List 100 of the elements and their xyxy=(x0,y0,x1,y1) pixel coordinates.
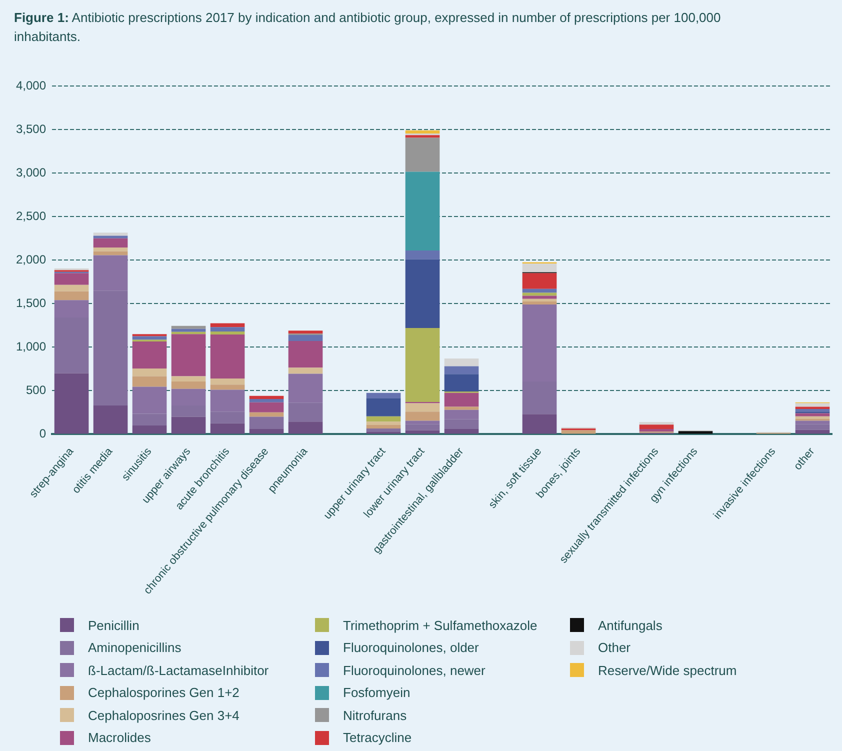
bar xyxy=(132,376,167,387)
bar xyxy=(54,273,89,285)
y-tick-label: 0 xyxy=(39,426,46,441)
legend-label: Fluoroquinolones, older xyxy=(343,640,479,656)
bar xyxy=(366,428,401,432)
bar xyxy=(171,328,206,332)
bar xyxy=(795,416,830,419)
bar xyxy=(210,331,245,335)
bar xyxy=(522,292,557,296)
legend-label: Fluoroquinolones, newer xyxy=(343,662,486,678)
y-tick-label: 1,500 xyxy=(16,296,46,310)
bar xyxy=(249,402,284,412)
legend-label: Fosfomyein xyxy=(343,685,410,700)
legend-label: Trimethoprim + Sulfamethoxazole xyxy=(343,618,538,633)
bar xyxy=(171,332,206,334)
bar xyxy=(288,334,323,342)
legend-label: Nitrofurans xyxy=(343,708,407,723)
legend-label: Tetracycline xyxy=(343,730,412,746)
bar xyxy=(249,396,284,399)
bar xyxy=(93,251,128,256)
bar xyxy=(522,273,557,289)
bar xyxy=(210,378,245,385)
legend-label: Penicillin xyxy=(88,618,140,633)
bar xyxy=(522,301,557,304)
bar xyxy=(522,264,557,272)
legend-label: Macrolides xyxy=(88,730,151,746)
bar xyxy=(93,238,128,248)
bar xyxy=(54,284,89,292)
bar xyxy=(249,412,284,417)
y-tick-label: 3,500 xyxy=(16,122,46,136)
bar xyxy=(444,366,479,374)
bar xyxy=(522,296,557,299)
bar xyxy=(444,406,479,410)
legend-label: Aminopenicillins xyxy=(88,640,182,656)
bar xyxy=(288,330,323,334)
bar xyxy=(171,416,206,434)
bar xyxy=(795,403,830,407)
bar xyxy=(210,323,245,328)
y-tick-label: 3,000 xyxy=(16,165,46,180)
bar xyxy=(678,431,713,434)
bar xyxy=(795,408,830,412)
bar xyxy=(249,428,284,434)
bar xyxy=(405,172,440,251)
bar xyxy=(405,250,440,260)
bar xyxy=(405,130,440,134)
bar xyxy=(171,334,206,376)
bar xyxy=(171,326,206,329)
bar xyxy=(366,392,401,398)
bar xyxy=(795,424,830,430)
bar xyxy=(522,414,557,434)
legend-label: Reserve/Wide spectrum xyxy=(598,662,737,678)
chart-title: Figure 1: Antibiotic prescriptions 2017 by indication and antibiotic group, expressed in number of prescriptions per 100,000 inhabitants. xyxy=(14,9,722,46)
bar xyxy=(132,341,167,368)
bar xyxy=(171,382,206,389)
bar xyxy=(366,422,401,426)
bar xyxy=(288,341,323,368)
bar xyxy=(288,368,323,374)
bar xyxy=(639,422,674,425)
bar xyxy=(405,259,440,328)
bar xyxy=(405,412,440,421)
legend-label: ß-Lactam/ß-LactamaseInhibitor xyxy=(88,662,269,678)
bar xyxy=(132,368,167,376)
bar xyxy=(444,428,479,434)
bar xyxy=(210,327,245,332)
legend-label: Other xyxy=(598,640,631,656)
bar xyxy=(54,373,89,434)
bar xyxy=(249,416,284,429)
y-tick-label: 2,000 xyxy=(16,252,46,266)
bar xyxy=(93,236,128,238)
bar xyxy=(405,424,440,430)
bar xyxy=(210,423,245,434)
bar xyxy=(444,358,479,366)
bar xyxy=(522,298,557,302)
bar xyxy=(171,376,206,382)
bar xyxy=(639,424,674,429)
bar xyxy=(444,374,479,392)
bar xyxy=(210,384,245,390)
legend-label: Antifungals xyxy=(598,618,662,633)
legend-label: Cephaloposrines Gen 3+4 xyxy=(88,708,240,723)
bar xyxy=(366,425,401,429)
bar xyxy=(93,247,128,252)
bar xyxy=(639,428,674,432)
bar xyxy=(444,392,479,407)
bar xyxy=(54,291,89,300)
y-tick-label: 500 xyxy=(26,382,46,397)
bar xyxy=(405,328,440,402)
bar xyxy=(288,422,323,434)
bar xyxy=(405,135,440,138)
bar xyxy=(795,413,830,416)
bar xyxy=(249,398,284,402)
bar xyxy=(405,138,440,172)
bar xyxy=(93,405,128,434)
bar xyxy=(210,334,245,378)
bar xyxy=(795,430,830,434)
bar xyxy=(366,398,401,416)
y-tick-label: 1,000 xyxy=(16,339,46,354)
bar xyxy=(132,425,167,434)
bar xyxy=(366,416,401,422)
y-tick-label: 2,500 xyxy=(16,208,46,223)
y-tick-label: 4,000 xyxy=(16,78,46,92)
